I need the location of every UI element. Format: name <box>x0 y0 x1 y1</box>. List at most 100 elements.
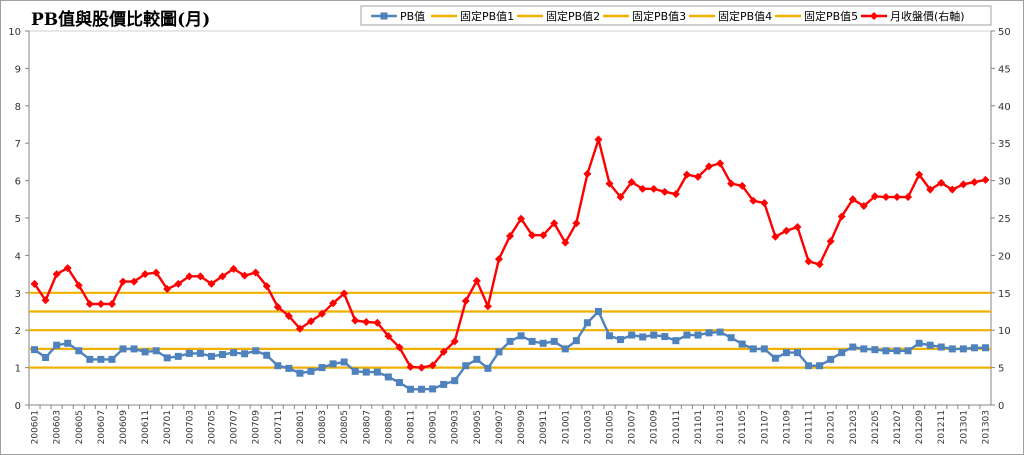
x-tick-label: 201105 <box>738 410 748 444</box>
x-tick-label: 200801 <box>296 410 306 444</box>
y-right-tick-label: 10 <box>998 326 1011 337</box>
pb-point <box>406 385 414 393</box>
y-left-tick-label: 6 <box>15 177 21 188</box>
price-point <box>483 302 492 311</box>
pb-point <box>948 345 956 353</box>
pb-point <box>307 367 315 375</box>
x-tick-label: 201207 <box>893 410 903 444</box>
x-tick-label: 201111 <box>805 410 815 444</box>
x-tick-label: 200711 <box>274 410 284 444</box>
price-point <box>572 219 581 228</box>
pb-point <box>738 340 746 348</box>
x-tick-label: 200911 <box>539 410 549 444</box>
legend-label: PB值 <box>400 10 425 23</box>
x-tick-label: 200601 <box>31 410 41 444</box>
pb-point <box>617 336 625 344</box>
legend-box <box>360 5 992 26</box>
price-point <box>693 172 702 181</box>
price-point <box>240 271 249 280</box>
pb-point <box>31 346 39 354</box>
x-tick-label: 201209 <box>915 410 925 445</box>
pb-point <box>440 380 448 388</box>
y-left-tick-label: 7 <box>15 139 21 150</box>
pb-point <box>572 337 580 345</box>
y-left-tick-label: 5 <box>15 214 21 225</box>
price-point <box>174 279 183 288</box>
pb-point <box>506 337 514 345</box>
pb-point <box>683 331 691 339</box>
pb-point <box>827 355 835 363</box>
chart-title: PB值與股價比較圖(月) <box>31 9 210 30</box>
x-tick-label: 201005 <box>606 410 616 444</box>
price-point <box>96 300 105 309</box>
pb-point <box>185 349 193 357</box>
pb-point <box>241 350 249 358</box>
price-point <box>970 178 979 187</box>
price-point <box>915 170 924 179</box>
pb-point <box>75 347 83 355</box>
price-point <box>152 268 161 277</box>
legend-label: 固定PB值4 <box>718 9 772 23</box>
y-right-tick-label: 50 <box>998 27 1011 38</box>
y-right-tick-label: 40 <box>998 102 1011 113</box>
price-point <box>660 187 669 196</box>
pb-point <box>462 362 470 370</box>
pb-point <box>727 334 735 342</box>
x-tick-label: 201103 <box>716 410 726 444</box>
price-point <box>461 297 470 306</box>
pb-point <box>871 346 879 354</box>
price-point <box>384 332 393 341</box>
price-point <box>494 255 503 264</box>
price-point <box>561 238 570 247</box>
pb-point <box>882 347 890 355</box>
x-tick-label: 201205 <box>871 410 881 444</box>
price-point <box>163 285 172 294</box>
pb-point <box>771 354 779 362</box>
pb-point <box>174 352 182 360</box>
price-point <box>727 179 736 188</box>
x-tick-label: 200901 <box>429 410 439 444</box>
price-point <box>893 193 902 202</box>
x-tick-label: 201109 <box>782 410 792 445</box>
price-point <box>329 299 338 308</box>
price-point <box>63 264 72 273</box>
price-point <box>450 337 459 346</box>
x-tick-label: 200909 <box>517 410 527 445</box>
price-point <box>815 260 824 269</box>
price-point <box>229 264 238 273</box>
pb-point <box>981 344 989 352</box>
price-point <box>981 175 990 184</box>
pb-point <box>782 349 790 357</box>
y-right-tick-label: 30 <box>998 177 1011 188</box>
pb-point <box>860 345 868 353</box>
legend-label: 月收盤價(右軸) <box>890 9 965 23</box>
x-tick-label: 200905 <box>473 410 483 444</box>
x-tick-label: 200707 <box>230 410 240 444</box>
price-point <box>74 281 83 290</box>
y-left-tick-label: 10 <box>8 27 21 38</box>
pb-point <box>119 345 127 353</box>
pb-point <box>517 332 525 340</box>
price-point <box>306 317 315 326</box>
price-point <box>649 184 658 193</box>
price-point <box>881 193 890 202</box>
pb-point <box>418 385 426 393</box>
pb-point <box>362 368 370 376</box>
pb-point <box>429 385 437 393</box>
pb-point <box>484 364 492 372</box>
pb-point <box>528 337 536 345</box>
pb-point <box>329 360 337 368</box>
legend-label: 固定PB值2 <box>546 9 600 23</box>
pb-point <box>130 345 138 353</box>
price-point <box>262 282 271 291</box>
price-point <box>417 363 426 372</box>
price-point <box>517 214 526 223</box>
pb-point <box>395 379 403 387</box>
pb-point <box>53 341 61 349</box>
pb-point <box>760 345 768 353</box>
price-point <box>793 222 802 231</box>
pb-point <box>716 328 724 336</box>
x-tick-label: 200807 <box>362 410 372 444</box>
y-left-tick-label: 4 <box>15 251 21 262</box>
pb-point <box>64 339 72 347</box>
